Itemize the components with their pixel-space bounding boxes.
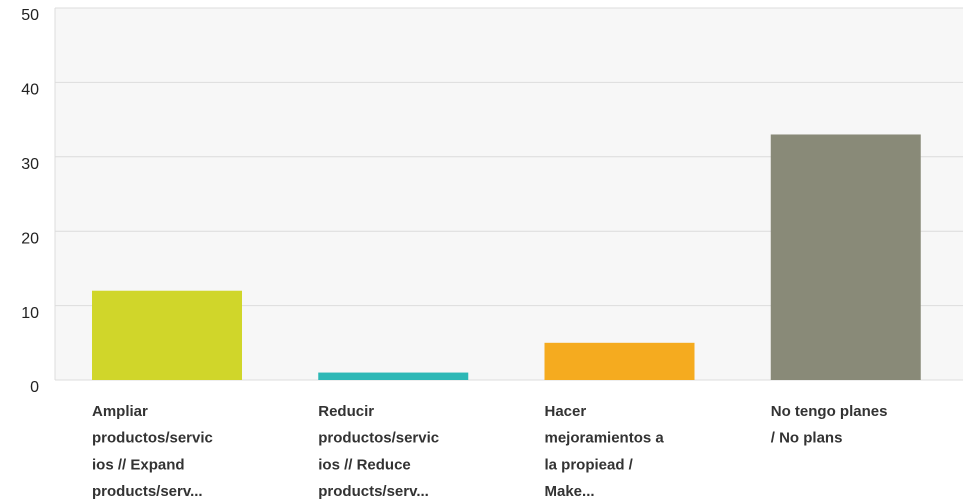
bar [92,290,242,380]
x-tick-label: products/serv... [318,483,429,500]
x-tick-label: productos/servic [92,430,213,447]
y-tick-label: 40 [21,82,39,99]
x-tick-label: ios // Expand [92,456,185,473]
y-tick-label: 20 [21,230,39,247]
bar [318,372,469,380]
x-tick-label: Ampliar [92,403,148,420]
bar [770,134,921,380]
x-tick-label: No tengo planes [771,403,888,420]
x-tick-label: Reducir [318,403,374,420]
bar [544,342,695,380]
x-tick-label: mejoramientos a [545,430,665,447]
x-tick-label: productos/servic [318,430,439,447]
x-tick-label: ios // Reduce [318,456,411,473]
y-tick-label: 0 [30,379,39,396]
y-tick-label: 10 [21,305,39,322]
y-tick-label: 30 [21,156,39,173]
x-tick-label: Hacer [545,403,587,420]
y-tick-label: 50 [21,7,39,24]
x-tick-label: / No plans [771,430,843,447]
x-tick-label: la propiead / [545,456,634,473]
x-tick-label: products/serv... [92,483,203,500]
x-tick-label: Make... [545,483,595,500]
